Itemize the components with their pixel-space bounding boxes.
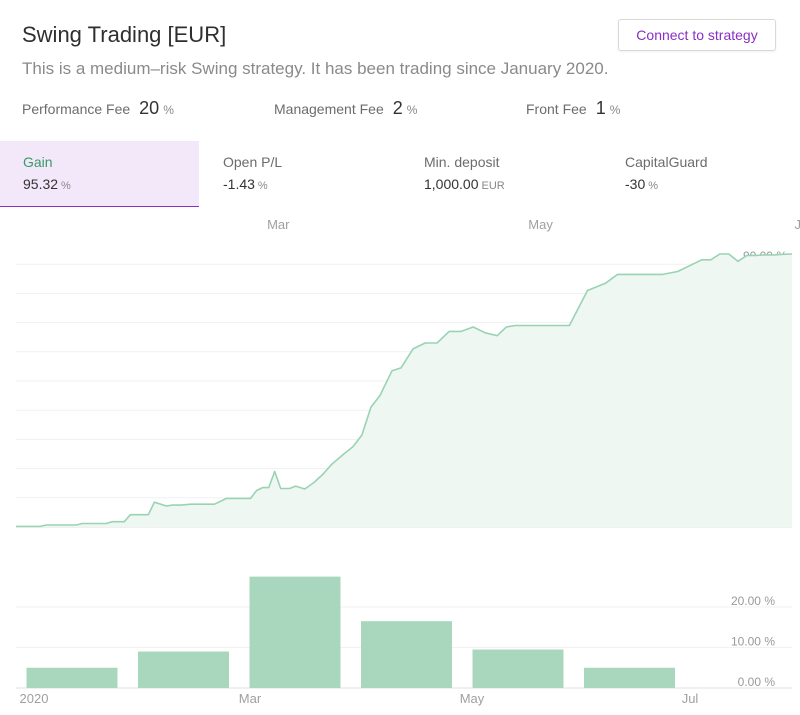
bar-feb (138, 651, 229, 688)
month-label: Mar (267, 217, 290, 232)
front-fee: Front Fee 1 % (526, 98, 620, 119)
gain-area-chart: 0.00 %10.00 %20.00 %30.00 %40.00 %50.00 … (16, 217, 800, 528)
page-title: Swing Trading [EUR] (22, 22, 227, 47)
strategy-description: This is a medium–risk Swing strategy. It… (22, 59, 609, 78)
fee-value: 1 (595, 98, 606, 118)
bar-2020 (26, 667, 118, 688)
stat-unit: EUR (481, 180, 505, 192)
fee-label: Performance Fee (22, 101, 131, 117)
y-tick-label: 0.00 % (738, 675, 776, 689)
fee-unit: % (163, 103, 174, 117)
y-tick-label: 20.00 % (731, 594, 775, 608)
stat-value: 1,000.00 (424, 176, 479, 192)
stat-label: CapitalGuard (625, 154, 708, 170)
performance-fee: Performance Fee 20 % (22, 98, 174, 119)
gain-line (16, 253, 793, 528)
stat-value: -1.43 (223, 176, 255, 192)
tab-open-pl[interactable]: Open P/L -1.43% (200, 141, 400, 207)
stat-unit: % (61, 180, 71, 192)
stat-label: Open P/L (223, 154, 283, 170)
stat-value: -30 (625, 176, 646, 192)
tab-gain[interactable]: Gain 95.32% (0, 141, 199, 207)
bar-may (472, 649, 564, 688)
bar-mar (249, 576, 341, 688)
stat-label: Gain (23, 154, 53, 170)
fee-unit: % (609, 103, 621, 117)
bar-jun (584, 667, 675, 688)
x-tick-label: Jul (682, 691, 699, 706)
stat-label: Min. deposit (424, 154, 500, 170)
x-tick-label: May (460, 691, 485, 706)
fees-row: Performance Fee 20 % Management Fee 2 % … (0, 98, 800, 122)
x-tick-label: 2020 (20, 691, 49, 706)
stats-tabs: Gain 95.32% Open P/L -1.43% Min. deposit… (0, 141, 800, 208)
monthly-bar-chart: 0.00 % 10.00 % 20.00 % 2020 Mar May Jul (16, 576, 792, 706)
fee-value: 20 (139, 98, 160, 118)
connect-to-strategy-button[interactable]: Connect to strategy (618, 19, 776, 51)
management-fee: Management Fee 2 % (274, 98, 417, 119)
fee-label: Management Fee (274, 101, 384, 117)
tab-min-deposit[interactable]: Min. deposit 1,000.00 EUR (401, 141, 601, 207)
stat-value: 95.32 (23, 176, 59, 192)
fee-value: 2 (392, 98, 403, 118)
y-tick-label: 10.00 % (731, 635, 775, 649)
fee-unit: % (406, 103, 418, 117)
stat-unit: % (257, 180, 268, 192)
month-label: Jul (795, 217, 800, 232)
stat-unit: % (648, 180, 659, 192)
tab-capitalguard[interactable]: CapitalGuard -30% (602, 141, 800, 207)
month-label: May (528, 217, 553, 232)
x-tick-label: Mar (239, 691, 262, 706)
gain-area (16, 254, 792, 527)
bar-apr (361, 621, 452, 688)
fee-label: Front Fee (526, 101, 587, 117)
